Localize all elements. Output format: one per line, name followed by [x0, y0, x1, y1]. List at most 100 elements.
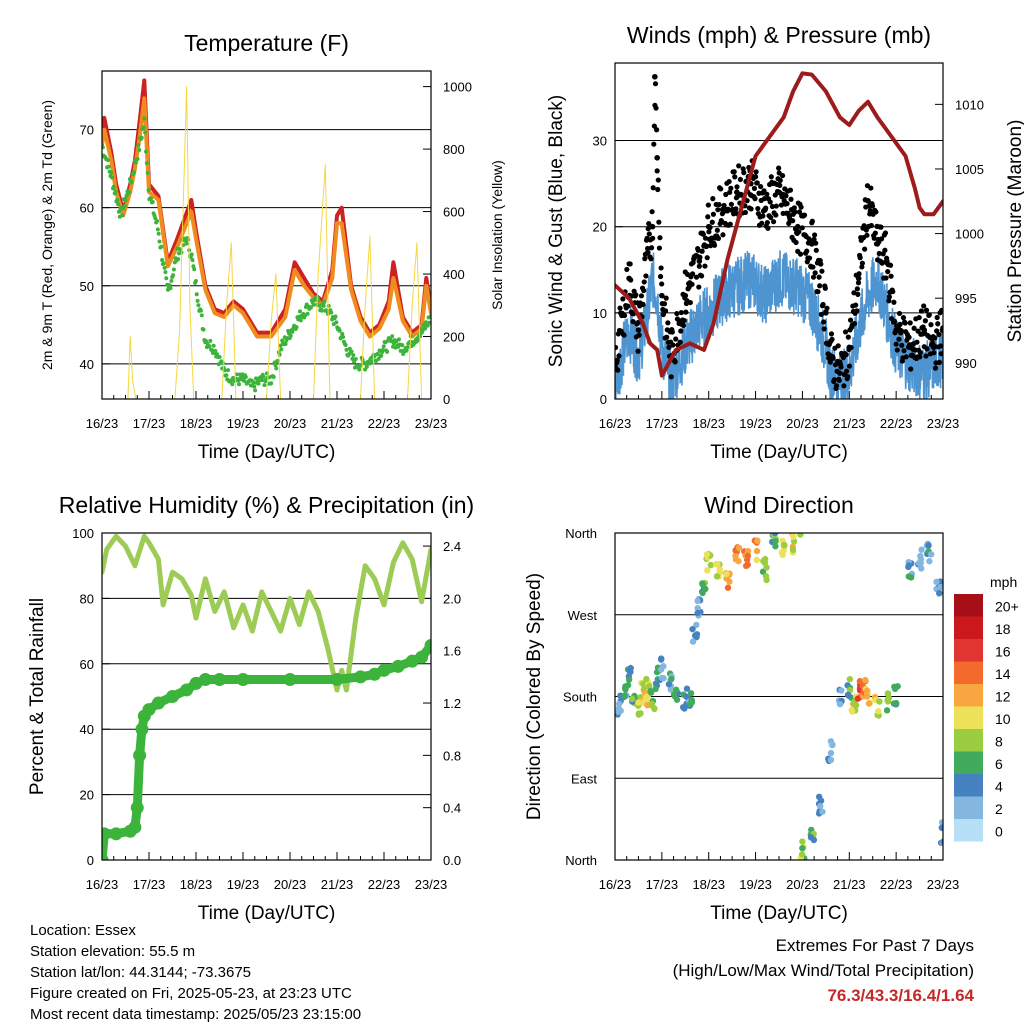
wind-point [658, 656, 665, 663]
data-point [695, 247, 701, 253]
data-point [768, 214, 774, 221]
extremes-subtitle: (High/Low/Max Wind/Total Precipitation) [672, 961, 974, 980]
data-point [649, 223, 656, 230]
data-point [659, 292, 665, 299]
colorbar-title: mph [990, 574, 1017, 590]
wind-point [760, 557, 767, 565]
y-tick-label: 80 [80, 591, 94, 606]
data-point [311, 302, 316, 307]
data-point [882, 230, 889, 236]
data-point [656, 219, 662, 225]
data-point [635, 348, 641, 354]
data-point [625, 303, 631, 309]
data-point [930, 344, 937, 351]
y-axis-label: Sonic Wind & Gust (Blue, Black) [546, 95, 567, 367]
data-point [277, 352, 282, 357]
data-point [669, 329, 675, 335]
x-tick-label: 19/23 [227, 877, 260, 892]
wind-point [640, 680, 647, 688]
data-point [333, 314, 338, 319]
x-tick-label: 23/23 [415, 877, 448, 892]
data-point [111, 184, 116, 189]
data-point [741, 170, 747, 176]
wind-point [627, 664, 634, 672]
data-point [353, 357, 358, 362]
data-point [923, 307, 930, 313]
data-point [105, 158, 110, 163]
data-point [645, 249, 651, 256]
data-point [727, 221, 733, 227]
data-point [831, 377, 837, 383]
wind-point [688, 696, 695, 704]
data-point [845, 373, 851, 380]
wind-point [876, 698, 883, 705]
colorbar-label: 20+ [995, 598, 1019, 614]
data-point [705, 214, 711, 220]
data-point [689, 281, 695, 287]
x-tick-label: 20/23 [274, 877, 307, 892]
data-point [880, 260, 886, 266]
data-point [217, 354, 222, 359]
data-point [869, 203, 876, 209]
y-tick-label: North [565, 526, 597, 541]
wind-point [694, 597, 701, 605]
data-point [868, 222, 875, 229]
data-point [648, 245, 655, 251]
data-point [317, 303, 322, 308]
data-point [923, 353, 929, 359]
wind-point [883, 707, 891, 714]
data-point [804, 248, 810, 254]
data-point [663, 295, 669, 301]
wind-point [865, 700, 873, 707]
wind-point [683, 685, 691, 692]
data-point [851, 290, 857, 296]
data-point [163, 270, 168, 275]
data-point [773, 212, 779, 218]
data-point [847, 317, 854, 323]
data-point [620, 296, 626, 302]
data-point [883, 258, 890, 264]
data-point [308, 305, 313, 310]
wind-point [856, 678, 864, 685]
x-tick-label: 18/23 [180, 877, 213, 892]
data-point [340, 331, 345, 336]
data-point [728, 201, 734, 207]
series-line [615, 250, 943, 399]
data-point [817, 283, 823, 289]
data-point [337, 328, 342, 333]
data-point [821, 319, 827, 325]
data-point [891, 299, 897, 305]
y-tick-label: East [571, 771, 597, 786]
data-point [853, 302, 859, 308]
data-point [810, 264, 816, 270]
data-point [727, 189, 733, 195]
data-point [150, 199, 155, 204]
data-point [753, 169, 759, 175]
colorbar-swatch [954, 661, 983, 684]
x-tick-label: 22/23 [368, 877, 401, 892]
data-point [696, 263, 702, 269]
data-point [164, 276, 169, 281]
data-point [700, 231, 706, 237]
y-tick-label: 20 [593, 220, 607, 235]
data-point [935, 321, 941, 327]
wind-point [753, 547, 761, 555]
wind-point [844, 691, 852, 699]
recent-timestamp: Most recent data timestamp: 2025/05/23 2… [30, 1006, 362, 1023]
data-point [846, 363, 853, 369]
wind-point [772, 538, 779, 545]
plot-area [615, 533, 943, 860]
data-point [764, 191, 770, 197]
data-point [900, 315, 907, 321]
data-point [321, 303, 326, 308]
wind-point [673, 696, 681, 703]
data-point [855, 275, 862, 282]
data-point [696, 258, 703, 264]
wind-point [937, 583, 943, 591]
chart-title: Wind Direction [704, 492, 854, 518]
data-point [142, 703, 156, 717]
wind-point [625, 676, 633, 683]
wind-point [670, 691, 678, 698]
y-axis-label: 2m & 9m T (Red, Orange) & 2m Td (Green) [39, 100, 55, 370]
wind-point [797, 533, 804, 538]
